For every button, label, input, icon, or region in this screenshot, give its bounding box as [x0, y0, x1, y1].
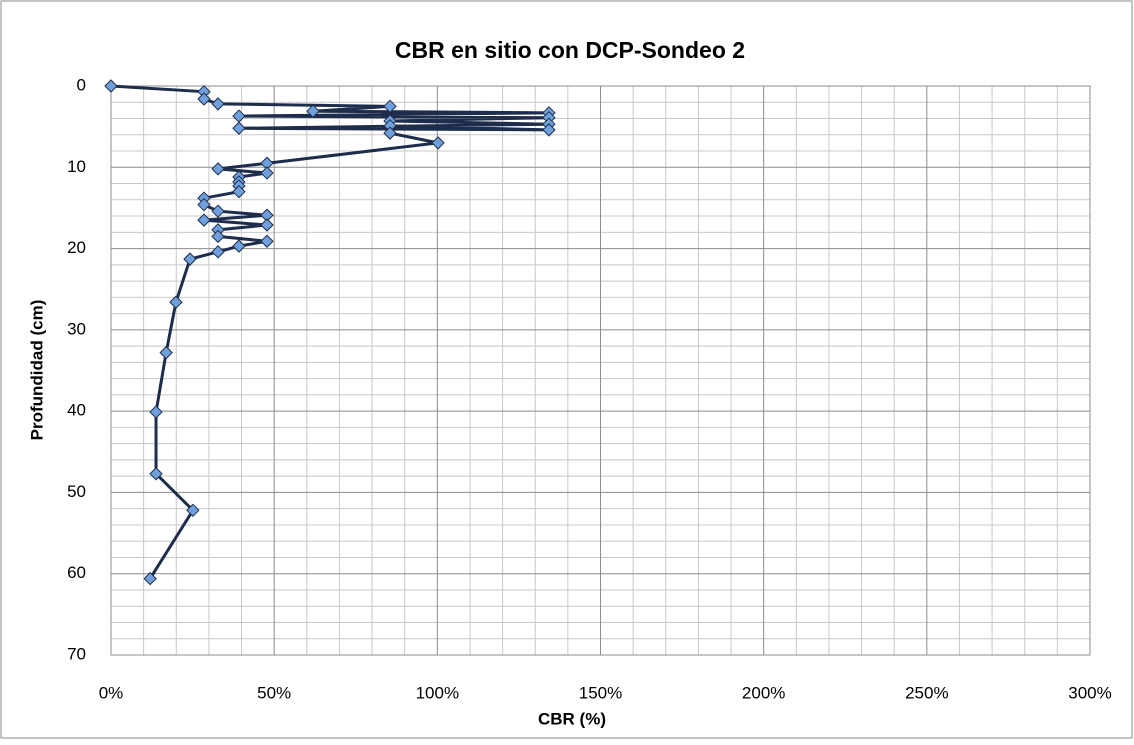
- y-axis-label: Profundidad (cm): [27, 300, 46, 441]
- plot-border: [110, 85, 1091, 656]
- data-point: [197, 213, 211, 227]
- x-tick-label: 150%: [579, 683, 622, 702]
- data-point: [211, 204, 225, 218]
- data-point: [169, 295, 183, 309]
- y-tick-label: 50: [67, 482, 86, 501]
- data-point: [149, 467, 163, 481]
- data-point: [260, 218, 274, 232]
- x-tick-label: 50%: [257, 683, 291, 702]
- data-point: [211, 162, 225, 176]
- data-point: [197, 197, 211, 212]
- data-point: [149, 405, 163, 419]
- y-tick-label: 0: [77, 75, 86, 94]
- y-tick-label: 30: [67, 319, 86, 338]
- data-point: [104, 79, 118, 93]
- x-tick-label: 0%: [99, 683, 124, 702]
- data-point: [211, 245, 225, 259]
- data-point: [383, 126, 397, 140]
- data-point: [260, 166, 274, 180]
- data-point: [542, 123, 556, 137]
- data-point: [383, 99, 397, 114]
- y-tick-label: 10: [67, 157, 86, 176]
- data-point: [431, 136, 445, 150]
- data-point: [183, 252, 197, 266]
- data-point: [186, 503, 200, 518]
- y-tick-label: 70: [67, 644, 86, 663]
- data-point: [159, 345, 173, 360]
- y-tick-label: 60: [67, 563, 86, 582]
- x-tick-label: 300%: [1068, 683, 1111, 702]
- data-point: [306, 104, 320, 118]
- data-point: [143, 571, 157, 586]
- data-point: [211, 97, 225, 111]
- data-point: [232, 239, 246, 253]
- data-point: [260, 234, 274, 248]
- y-tick-label: 40: [67, 401, 86, 420]
- data-point: [211, 229, 225, 244]
- data-point: [197, 92, 211, 106]
- data-point: [232, 121, 246, 135]
- data-point: [232, 184, 246, 199]
- y-tick-label: 20: [67, 238, 86, 257]
- x-axis-label: CBR (%): [538, 709, 606, 728]
- x-tick-label: 250%: [905, 683, 948, 702]
- x-tick-label: 200%: [742, 683, 785, 702]
- x-tick-label: 100%: [416, 683, 459, 702]
- chart-title: CBR en sitio con DCP-Sondeo 2: [395, 37, 745, 63]
